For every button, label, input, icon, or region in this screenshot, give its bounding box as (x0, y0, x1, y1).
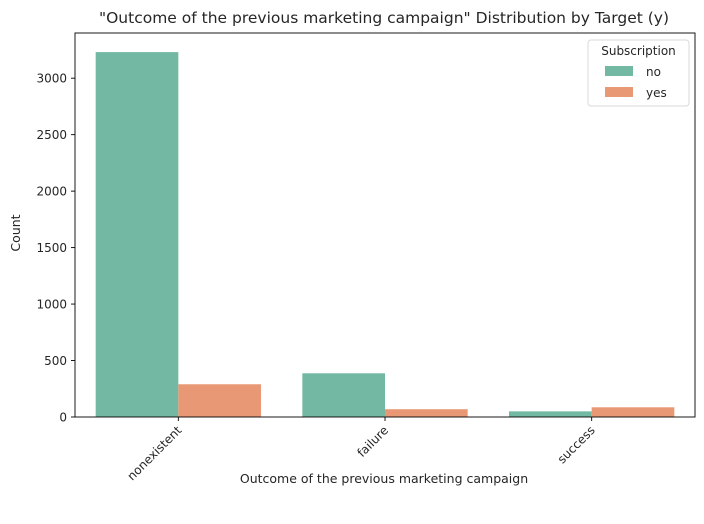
y-axis-label: Count (8, 214, 23, 251)
x-tick-label: nonexistent (124, 423, 184, 483)
y-tick-label: 0 (59, 411, 67, 425)
legend-label-no: no (646, 65, 661, 79)
bar-yes-nonexistent (178, 384, 261, 417)
x-tick-label: failure (354, 423, 391, 460)
y-tick-label: 2000 (36, 185, 67, 199)
bar-no-success (509, 411, 592, 417)
bar-yes-success (591, 407, 675, 417)
x-tick-label: success (555, 423, 598, 466)
y-tick-label: 500 (44, 354, 67, 368)
legend: Subscription no yes (587, 39, 690, 107)
legend-swatch-yes (605, 87, 633, 97)
legend-label-yes: yes (646, 86, 667, 100)
bar-no-nonexistent (95, 52, 179, 418)
bar-no-failure (302, 373, 385, 417)
y-tick-label: 2500 (36, 128, 67, 142)
y-tick-label: 1000 (36, 298, 67, 312)
x-axis-label: Outcome of the previous marketing campai… (240, 471, 528, 486)
legend-swatch-no (605, 66, 633, 76)
chart-title: "Outcome of the previous marketing campa… (99, 9, 669, 27)
y-tick-label: 1500 (36, 241, 67, 255)
y-tick-label: 3000 (36, 72, 67, 86)
bar-yes-failure (385, 409, 468, 417)
legend-title: Subscription (601, 44, 676, 58)
